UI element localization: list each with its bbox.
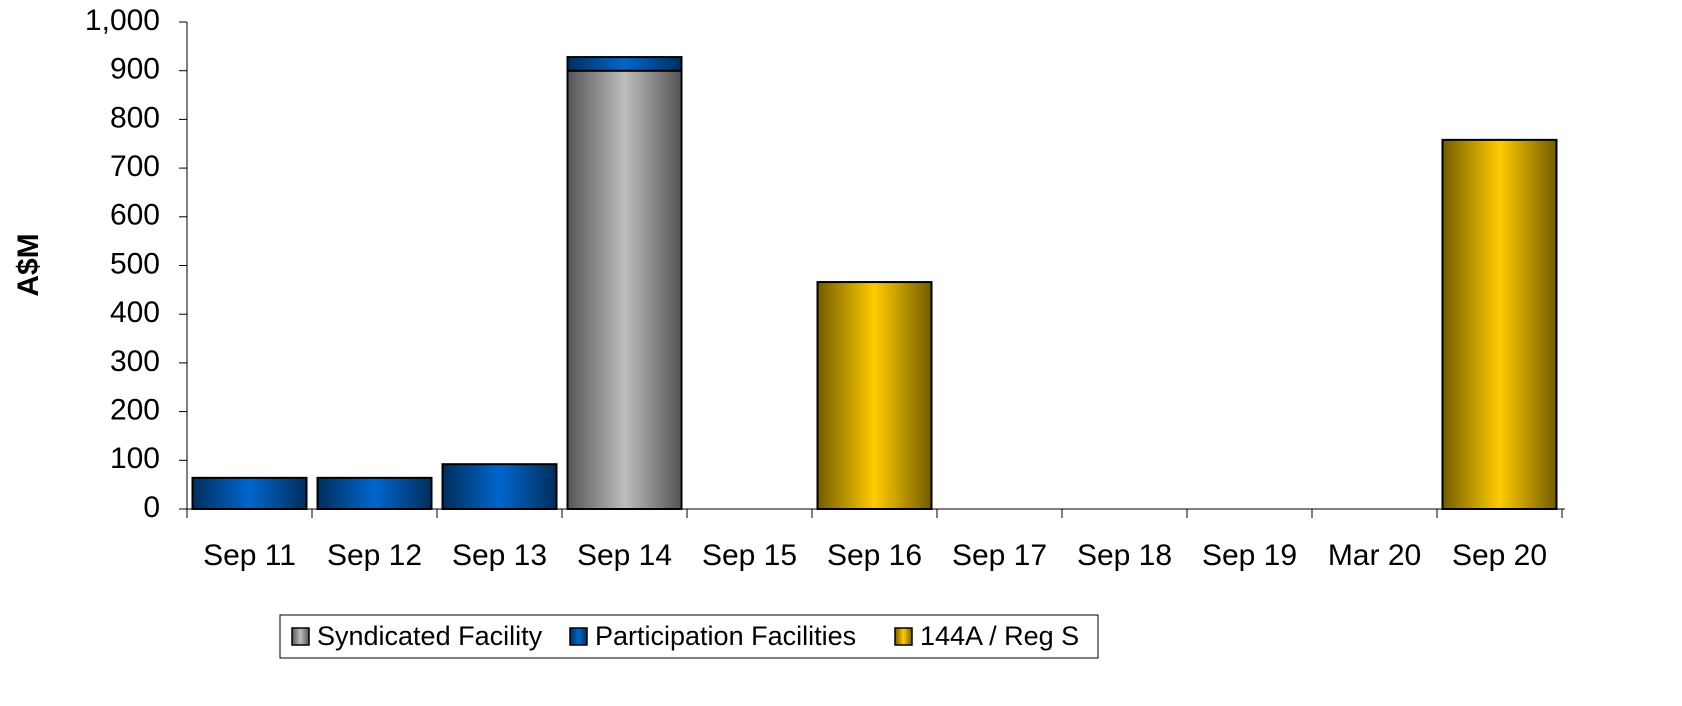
x-tick-label: Sep 17 bbox=[952, 539, 1047, 572]
legend-label: Syndicated Facility bbox=[317, 621, 543, 651]
bar-segment bbox=[566, 56, 683, 72]
legend-swatch bbox=[569, 627, 588, 646]
x-tick-label: Sep 15 bbox=[702, 539, 797, 572]
x-tick-label: Sep 14 bbox=[577, 539, 672, 572]
legend-label: Participation Facilities bbox=[595, 621, 856, 651]
x-tick-label: Sep 12 bbox=[327, 539, 422, 572]
y-tick-label: 600 bbox=[110, 199, 160, 232]
legend-swatch bbox=[291, 627, 310, 646]
legend-label: 144A / Reg S bbox=[920, 621, 1079, 651]
bar-segment bbox=[441, 463, 558, 511]
y-tick-label: 200 bbox=[110, 394, 160, 427]
y-tick-label: 400 bbox=[110, 296, 160, 329]
legend-swatch bbox=[894, 627, 913, 646]
bar-segment bbox=[1441, 138, 1558, 510]
x-tick-label: Sep 20 bbox=[1452, 539, 1547, 572]
x-tick-label: Sep 13 bbox=[452, 539, 547, 572]
x-tick-label: Mar 20 bbox=[1328, 539, 1421, 572]
bar-segment bbox=[816, 281, 933, 511]
bar-segment bbox=[566, 69, 683, 510]
y-tick-label: 100 bbox=[110, 442, 160, 475]
y-axis-label: A$M bbox=[12, 233, 45, 296]
bar-segment bbox=[191, 476, 308, 510]
x-tick-label: Sep 19 bbox=[1202, 539, 1297, 572]
y-tick-label: 700 bbox=[110, 150, 160, 183]
y-tick-label: 1,000 bbox=[85, 4, 160, 37]
y-tick-label: 0 bbox=[143, 491, 160, 524]
legend-box bbox=[279, 614, 1099, 659]
y-tick-label: 300 bbox=[110, 345, 160, 378]
y-tick-label: 900 bbox=[110, 53, 160, 86]
x-tick-label: Sep 16 bbox=[827, 539, 922, 572]
y-tick-label: 500 bbox=[110, 247, 160, 280]
legend: Syndicated Facility Participation Facilit… bbox=[291, 621, 1079, 651]
y-tick-label: 800 bbox=[110, 101, 160, 134]
x-tick-label: Sep 18 bbox=[1077, 539, 1172, 572]
bar-segment bbox=[316, 476, 433, 510]
x-tick-label: Sep 11 bbox=[203, 539, 296, 572]
